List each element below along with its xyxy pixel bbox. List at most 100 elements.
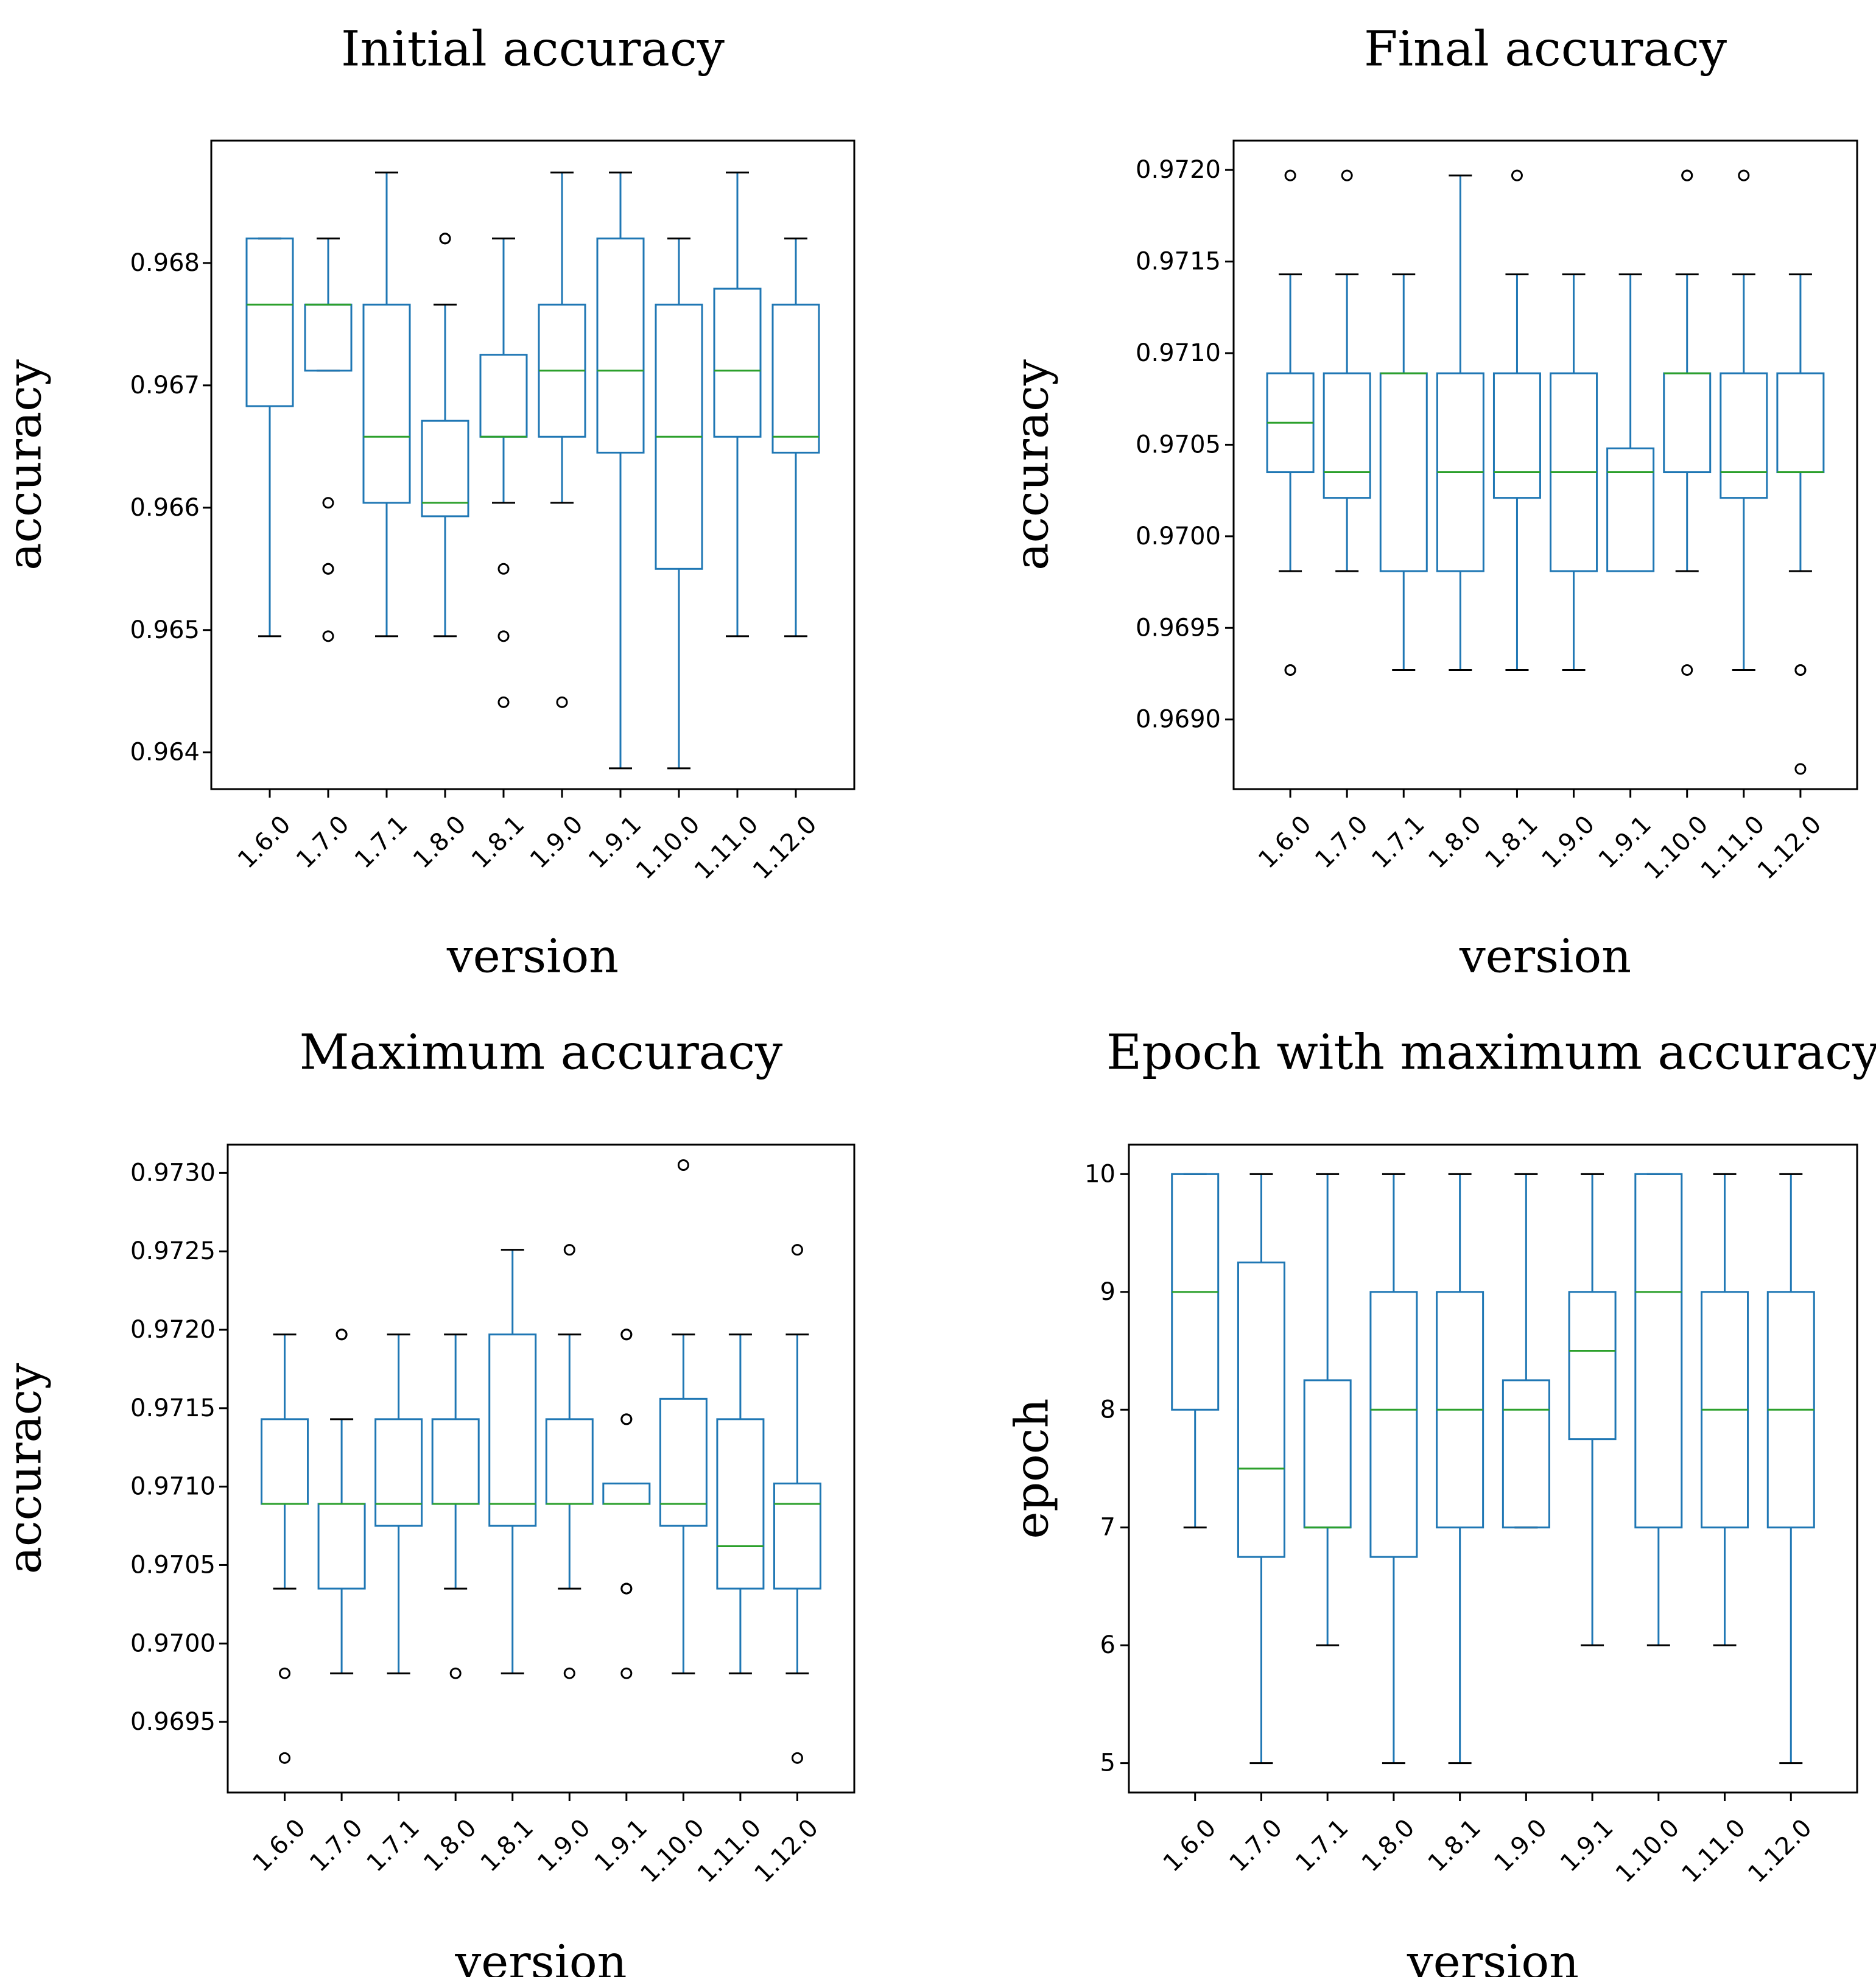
x-tick-label: 1.12.0 (749, 1814, 823, 1888)
x-axis-label: version (446, 929, 619, 983)
outlier-point (279, 1667, 291, 1679)
chart-title: Initial accuracy (341, 21, 725, 77)
y-tick-label: 9 (1100, 1278, 1115, 1306)
outlier-point (1738, 169, 1750, 181)
box-1.11.0 (1720, 169, 1768, 671)
y-tick-label: 7 (1100, 1514, 1115, 1542)
box-1.10.0 (655, 237, 703, 770)
y-tick-label: 0.9730 (130, 1159, 216, 1187)
iqr-box (1606, 447, 1655, 572)
x-tick-label: 1.8.0 (408, 810, 471, 874)
x-axis-label: version (1407, 1935, 1579, 1977)
x-tick-label: 1.7.0 (1310, 810, 1373, 874)
y-axis-label: accuracy (0, 359, 52, 571)
iqr-box (1634, 1173, 1683, 1529)
box-1.8.0 (1369, 1173, 1418, 1765)
iqr-box (1323, 372, 1371, 499)
plot-frame (227, 1143, 855, 1794)
iqr-box (1492, 372, 1541, 499)
y-tick-label: 8 (1100, 1396, 1115, 1424)
x-tick-label: 1.11.0 (1676, 1814, 1751, 1888)
iqr-box (1303, 1379, 1352, 1529)
x-tick-label: 1.9.0 (1489, 1814, 1552, 1877)
iqr-box (488, 1333, 537, 1527)
y-tick-label: 0.9695 (1136, 614, 1221, 642)
iqr-box (1369, 1291, 1418, 1558)
x-tick-label: 1.7.1 (362, 1814, 425, 1877)
y-axis-label: accuracy (0, 1363, 52, 1575)
y-tick-label: 0.9725 (130, 1237, 216, 1265)
x-tick-label: 1.8.0 (1357, 1814, 1420, 1877)
iqr-box (1776, 372, 1825, 474)
x-tick-label: 1.8.1 (476, 1814, 539, 1877)
outlier-point (322, 630, 334, 642)
iqr-box (374, 1418, 423, 1527)
y-tick-label: 0.965 (130, 616, 200, 644)
y-tick-label: 10 (1084, 1160, 1115, 1188)
chart-panel-2: Final accuracy accuracy version 0.9690 0.969… (1005, 21, 1858, 983)
box-1.8.1 (1492, 169, 1541, 671)
box-1.8.1 (1436, 1173, 1484, 1765)
outlier-point (563, 1244, 575, 1256)
iqr-box (421, 420, 469, 518)
x-tick-label: 1.6.0 (1158, 1814, 1221, 1877)
outlier-point (1284, 664, 1296, 676)
box-1.7.1 (374, 1333, 423, 1674)
y-tick-label: 0.964 (130, 739, 200, 767)
outlier-point (1511, 169, 1523, 181)
x-tick-label: 1.8.0 (1423, 810, 1486, 874)
y-tick-label: 0.9705 (1136, 430, 1221, 458)
iqr-box (773, 1482, 821, 1590)
iqr-box (716, 1418, 765, 1590)
box-1.12.0 (1766, 1173, 1815, 1765)
iqr-box (1502, 1379, 1550, 1529)
y-tick-label: 0.9690 (1136, 706, 1221, 734)
box-1.12.0 (773, 1244, 821, 1764)
outlier-point (1341, 169, 1353, 181)
x-tick-label: 1.8.0 (418, 1814, 482, 1877)
x-tick-label: 1.7.1 (350, 810, 413, 874)
y-tick-label: 0.9715 (1136, 248, 1221, 276)
iqr-box (261, 1418, 309, 1505)
box-1.9.0 (1502, 1173, 1550, 1529)
box-1.11.0 (716, 1333, 765, 1674)
x-tick-label: 1.7.0 (304, 1814, 368, 1877)
box-1.8.0 (431, 1333, 480, 1679)
outlier-point (563, 1667, 575, 1679)
x-tick-label: 1.9.0 (525, 810, 588, 874)
outlier-point (1794, 664, 1807, 676)
y-tick-label: 0.9710 (1136, 339, 1221, 367)
outlier-point (620, 1667, 633, 1679)
plot-frame (210, 139, 855, 790)
y-tick-label: 6 (1100, 1631, 1115, 1659)
x-tick-label: 1.7.0 (1224, 1814, 1287, 1877)
chart-title: Final accuracy (1364, 21, 1727, 77)
box-1.9.0 (538, 171, 586, 708)
box-1.9.1 (1568, 1173, 1617, 1646)
x-tick-label: 1.6.0 (233, 810, 296, 874)
y-axis-label: accuracy (1005, 359, 1059, 571)
x-tick-label: 1.9.1 (1555, 1814, 1618, 1877)
x-tick-label: 1.7.1 (1290, 1814, 1354, 1877)
iqr-box (1720, 372, 1768, 499)
box-1.9.0 (1550, 273, 1598, 671)
x-tick-label: 1.8.1 (466, 810, 530, 874)
box-1.6.0 (1266, 169, 1315, 676)
box-1.10.0 (1663, 169, 1712, 676)
y-axis-label: epoch (1005, 1399, 1059, 1539)
chart-panel-1: Initial accuracy accuracy version 0.964 0.96… (0, 21, 855, 983)
box-1.9.1 (1606, 273, 1655, 572)
y-tick-label: 0.9700 (1136, 522, 1221, 550)
box-1.7.0 (1323, 169, 1371, 572)
iqr-box (659, 1397, 708, 1527)
x-tick-label: 1.8.1 (1423, 1814, 1486, 1877)
x-tick-label: 1.6.0 (247, 1814, 311, 1877)
box-1.8.0 (1436, 174, 1484, 671)
y-tick-label: 0.9695 (130, 1708, 216, 1736)
box-1.7.1 (1303, 1173, 1352, 1646)
y-tick-label: 0.967 (130, 371, 200, 399)
y-tick-label: 0.9720 (1136, 156, 1221, 184)
outlier-point (791, 1244, 803, 1256)
